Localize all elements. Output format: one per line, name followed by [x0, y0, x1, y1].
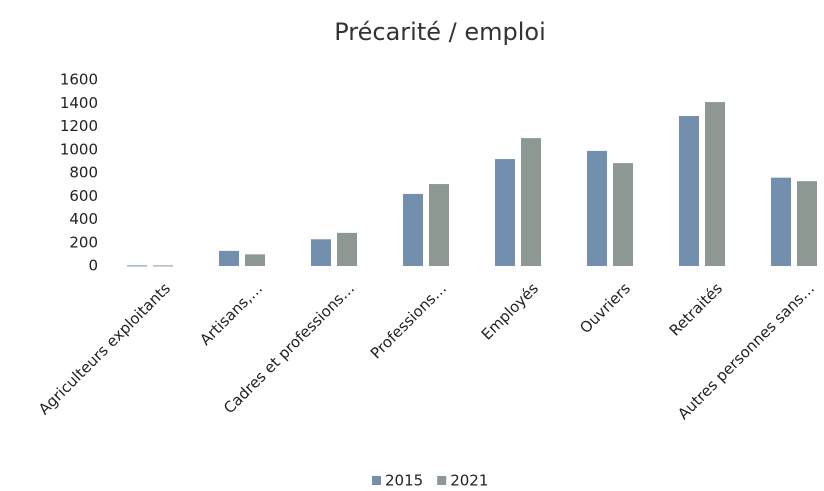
legend-label: 2015	[385, 472, 423, 490]
bar	[153, 265, 173, 267]
bar	[311, 239, 331, 266]
bar	[587, 150, 607, 266]
bar	[771, 177, 791, 266]
bar	[127, 265, 147, 267]
bar	[495, 159, 515, 266]
bar	[245, 254, 265, 266]
x-tick-label: Artisans,…	[196, 279, 266, 349]
bar	[429, 184, 449, 266]
y-tick-label: 800	[69, 164, 98, 182]
bar	[521, 138, 541, 266]
x-tick-label: Employés	[478, 279, 542, 343]
y-tick-label: 1400	[60, 94, 98, 112]
bar	[219, 250, 239, 266]
y-tick-label: 600	[69, 187, 98, 205]
y-tick-label: 400	[69, 210, 98, 228]
chart-title: Précarité / emploi	[334, 18, 546, 46]
x-tick-label: Ouvriers	[576, 279, 634, 337]
x-tick-label: Professions…	[367, 279, 450, 362]
x-tick-label: Retraités	[666, 279, 726, 339]
y-tick-label: 0	[88, 257, 98, 275]
bar	[337, 232, 357, 266]
bar	[613, 163, 633, 266]
y-tick-label: 1000	[60, 140, 98, 158]
y-tick-label: 1600	[60, 71, 98, 89]
y-tick-label: 1200	[60, 117, 98, 135]
bar	[403, 193, 423, 266]
legend-swatch	[437, 476, 447, 485]
bar	[705, 102, 725, 267]
y-tick-label: 200	[69, 233, 98, 251]
legend-label: 2021	[450, 472, 488, 490]
bar	[797, 181, 817, 266]
x-tick-label: Agriculteurs exploitants	[35, 279, 174, 418]
legend-swatch	[372, 476, 381, 485]
bar	[679, 116, 699, 266]
